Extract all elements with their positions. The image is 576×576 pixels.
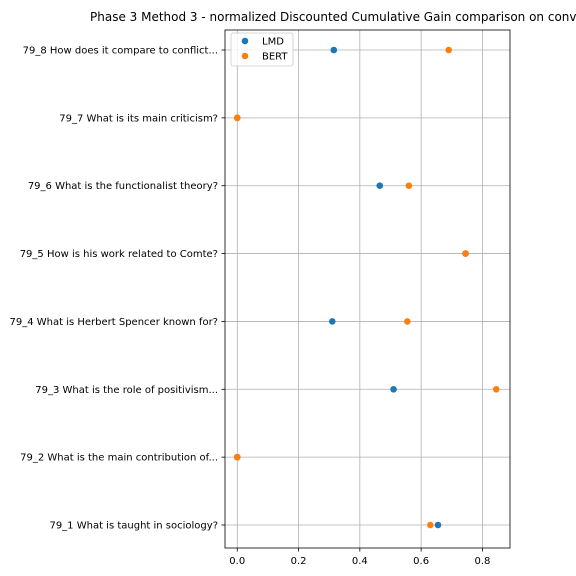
legend-label-bert: BERT: [262, 52, 288, 63]
y-tick-label: 79_5 How is his work related to Comte?: [20, 249, 218, 260]
y-tick-label: 79_2 What is the main contribution of...: [20, 453, 218, 464]
chart-title: Phase 3 Method 3 - normalized Discounted…: [90, 10, 576, 24]
data-point-bert: [405, 182, 413, 190]
data-point-lmd: [328, 318, 336, 325]
tick-layer: 0.0 0.2 0.4 0.6 0.8 79_1 What is taught in so…: [9, 46, 490, 568]
x-tick-label: 0.0: [229, 556, 245, 567]
data-point-bert: [233, 114, 241, 122]
legend-marker-bert: [241, 52, 249, 60]
y-tick-label: 79_6 What is the functionalist theory?: [28, 181, 218, 192]
y-tick-label: 79_8 How does it compare to conflict...: [23, 46, 218, 57]
data-point-bert: [427, 521, 434, 529]
data-point-bert: [233, 453, 241, 461]
grid-layer: [225, 30, 510, 548]
y-tick-label: 79_4 What is Herbert Spencer known for?: [9, 317, 218, 328]
data-point-bert: [445, 46, 453, 54]
legend-marker-lmd: [241, 37, 249, 45]
y-tick-label: 79_7 What is its main criticism?: [59, 113, 218, 124]
y-tick-label: 79_1 What is taught in sociology?: [49, 521, 218, 532]
data-point-bert: [404, 318, 411, 325]
data-point-bert: [492, 385, 500, 393]
legend: LMD BERT: [230, 32, 294, 67]
data-point-bert: [462, 250, 469, 257]
data-point-lmd: [376, 182, 384, 190]
legend-label-lmd: LMD: [262, 37, 284, 48]
point-layer: [233, 46, 500, 529]
data-point-lmd: [434, 521, 442, 529]
x-tick-label: 0.4: [352, 556, 368, 567]
x-tick-label: 0.2: [291, 556, 307, 567]
x-tick-label: 0.8: [474, 556, 490, 567]
data-point-lmd: [390, 385, 397, 393]
data-point-lmd: [330, 46, 338, 54]
x-tick-label: 0.6: [413, 556, 429, 567]
plot-frame: [224, 29, 511, 549]
y-tick-label: 79_3 What is the role of positivism...: [35, 385, 218, 396]
